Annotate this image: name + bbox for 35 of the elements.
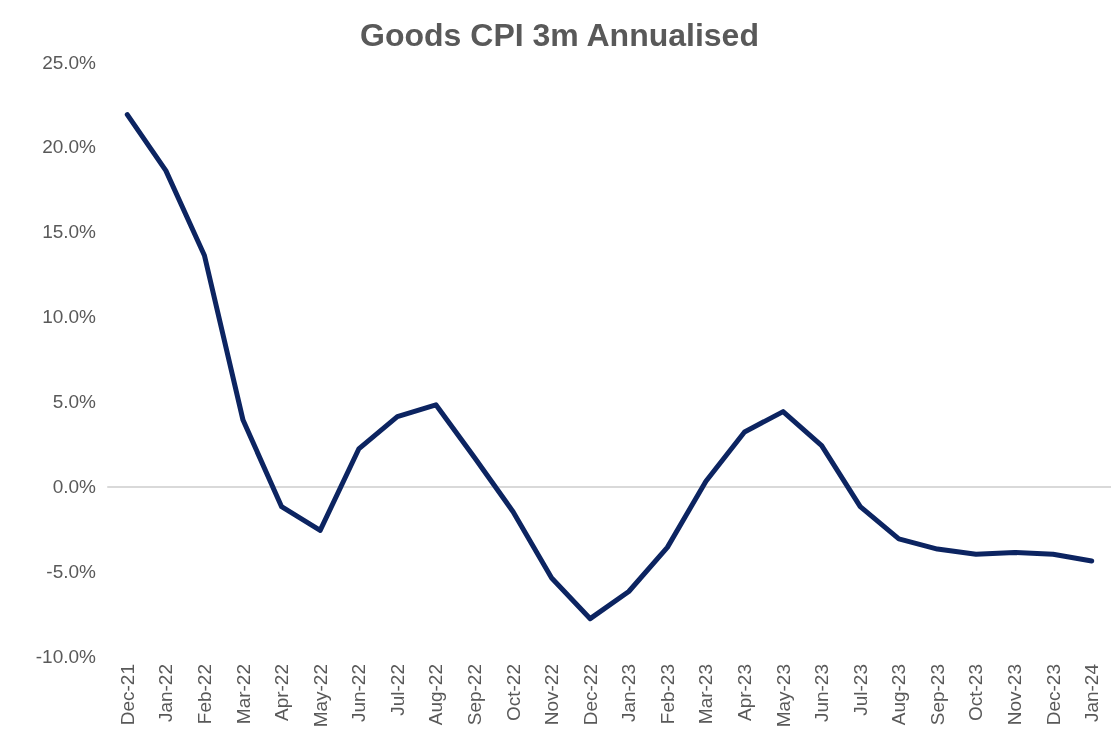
chart-title: Goods CPI 3m Annualised [360,17,759,53]
y-tick-label: 0.0% [52,475,97,497]
x-tick-label: Aug-23 [888,664,910,726]
x-tick-label: Nov-23 [1004,664,1026,726]
x-tick-label: Jun-22 [348,664,370,723]
x-tick-label: Sep-22 [463,664,485,726]
x-tick-label: Apr-22 [271,664,293,722]
x-tick-label: Jun-23 [811,664,833,723]
y-tick-label: -5.0% [46,560,97,582]
y-tick-label: 25.0% [42,51,97,73]
y-tick-label: 15.0% [42,221,97,243]
x-tick-label: Feb-22 [193,664,215,725]
x-tick-label: Nov-22 [541,664,563,726]
x-tick-label: Feb-23 [656,664,678,725]
x-tick-label: Dec-21 [116,664,138,726]
x-tick-label: Mar-22 [232,664,254,725]
x-tick-label: Dec-23 [1042,664,1064,726]
x-tick-label: Jul-22 [386,664,408,716]
y-tick-label: -10.0% [35,645,97,667]
x-tick-label: Sep-23 [926,664,948,726]
y-tick-label: 10.0% [42,306,97,328]
x-tick-label: Jul-23 [849,664,871,716]
x-tick-label: Jan-23 [618,664,640,723]
x-tick-label: Jan-22 [155,664,177,723]
x-tick-label: Dec-22 [579,664,601,726]
x-tick-label: Oct-22 [502,664,524,722]
x-tick-label: May-22 [309,664,331,728]
x-tick-label: Jan-24 [1081,663,1103,723]
y-tick-label: 20.0% [42,136,97,158]
x-tick-label: Aug-22 [425,664,447,726]
x-tick-label: Oct-23 [965,664,987,722]
x-tick-label: May-23 [772,664,794,728]
y-tick-label: 5.0% [52,390,97,412]
x-tick-label: Apr-23 [734,664,756,722]
x-tick-label: Mar-23 [695,664,717,725]
